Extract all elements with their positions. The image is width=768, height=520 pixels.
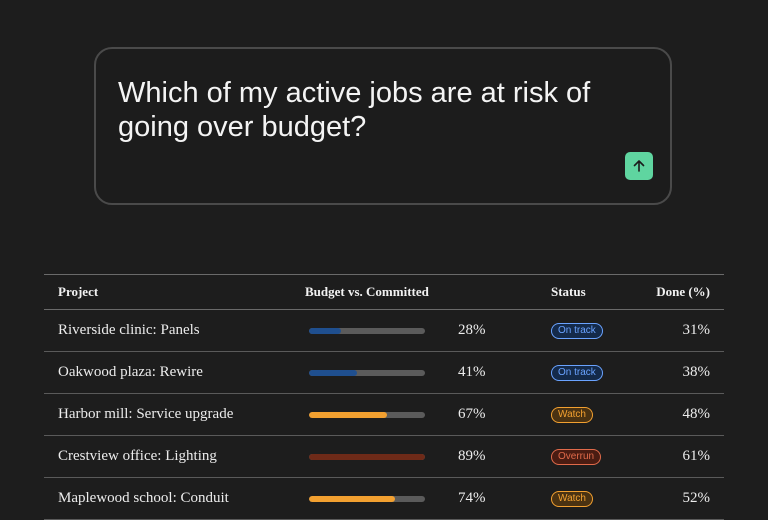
committed-percent: 74%	[458, 490, 486, 506]
budget-bar	[309, 496, 425, 502]
done-percent: 31%	[682, 322, 711, 338]
budget-bar-fill	[309, 328, 342, 334]
budget-bar-fill	[309, 454, 425, 460]
project-name: Maplewood school: Conduit	[58, 490, 229, 506]
prompt-text[interactable]: Which of my active jobs are at risk of g…	[118, 77, 591, 143]
done-percent: 52%	[682, 490, 711, 506]
status-badge: Watch	[551, 407, 593, 423]
committed-percent: 89%	[458, 448, 486, 464]
header-status: Status	[551, 284, 586, 299]
status-badge: Overrun	[551, 449, 602, 465]
status-badge: Watch	[551, 491, 593, 507]
header-budget: Budget vs. Committed	[305, 284, 429, 299]
table-row[interactable]: Harbor mill: Service upgrade 67% Watch 4…	[44, 394, 724, 436]
budget-bar	[309, 328, 425, 334]
jobs-table: Project Budget vs. Committed Status Done…	[44, 274, 724, 520]
budget-bar-fill	[309, 496, 395, 502]
table-row[interactable]: Riverside clinic: Panels 28% On track 31…	[44, 310, 724, 352]
done-percent: 48%	[682, 406, 711, 422]
committed-percent: 41%	[458, 364, 486, 380]
table-header: Project Budget vs. Committed Status Done…	[44, 274, 724, 310]
committed-percent: 28%	[458, 322, 486, 338]
status-badge: On track	[551, 365, 603, 381]
project-name: Oakwood plaza: Rewire	[58, 364, 203, 380]
budget-bar	[309, 454, 425, 460]
table-row[interactable]: Crestview office: Lighting 89% Overrun 6…	[44, 436, 724, 478]
committed-percent: 67%	[458, 406, 486, 422]
done-percent: 38%	[682, 364, 711, 380]
header-done: Done (%)	[656, 284, 710, 299]
send-button[interactable]	[625, 152, 653, 180]
project-name: Crestview office: Lighting	[58, 448, 217, 464]
budget-bar	[309, 412, 425, 418]
prompt-box[interactable]: Which of my active jobs are at risk of g…	[94, 47, 672, 205]
header-project: Project	[58, 284, 99, 299]
table-row[interactable]: Maplewood school: Conduit 74% Watch 52%	[44, 478, 724, 520]
budget-bar	[309, 370, 425, 376]
budget-bar-fill	[309, 370, 357, 376]
done-percent: 61%	[682, 448, 711, 464]
budget-bar-fill	[309, 412, 387, 418]
table-row[interactable]: Oakwood plaza: Rewire 41% On track 38%	[44, 352, 724, 394]
project-name: Riverside clinic: Panels	[58, 322, 200, 338]
status-badge: On track	[551, 323, 603, 339]
project-name: Harbor mill: Service upgrade	[58, 406, 234, 422]
arrow-up-icon	[633, 160, 645, 172]
